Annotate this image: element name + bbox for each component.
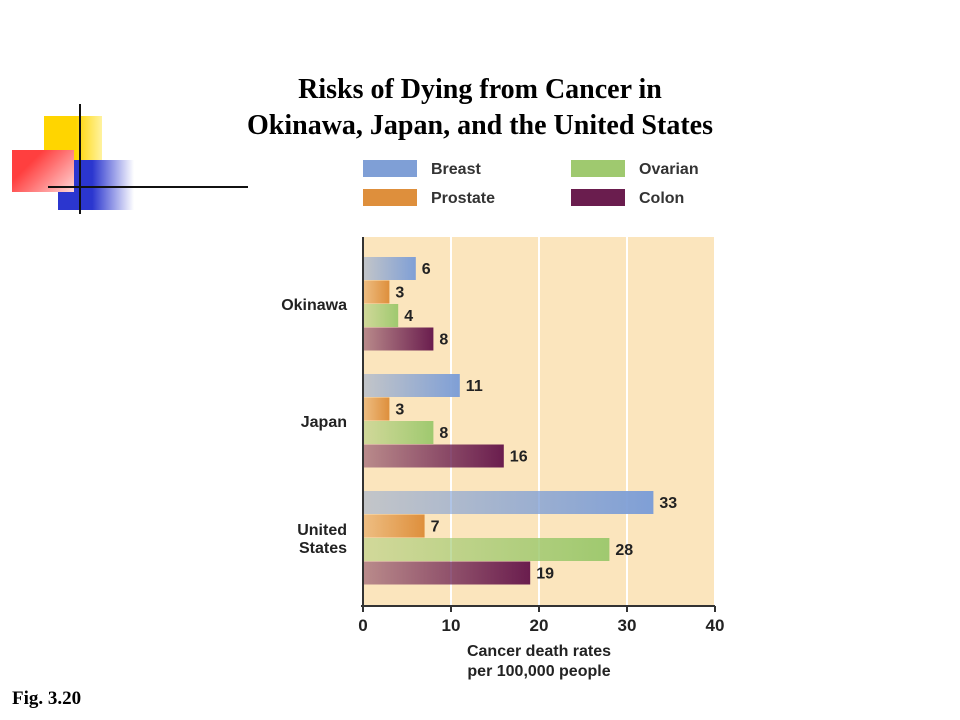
bar-okinawa-prostate bbox=[363, 280, 390, 304]
bar-okinawa-breast bbox=[363, 257, 416, 280]
legend-label-colon: Colon bbox=[639, 190, 684, 207]
category-label-united-states: United States bbox=[297, 522, 347, 557]
bar-japan-ovarian bbox=[363, 421, 434, 444]
legend-label-prostate: Prostate bbox=[431, 190, 495, 207]
x-tick-label-40: 40 bbox=[706, 616, 725, 635]
bar-united-states-colon bbox=[363, 561, 531, 585]
chart-legend: Breast Ovarian Prostate Colon bbox=[363, 160, 699, 207]
x-tick-label-30: 30 bbox=[618, 616, 637, 635]
x-axis: 0 10 20 30 40 bbox=[358, 237, 724, 635]
title-line-2: Okinawa, Japan, and the United States bbox=[247, 110, 713, 141]
legend-label-breast: Breast bbox=[431, 161, 481, 178]
bar-label-united-states-ovarian: 28 bbox=[615, 542, 633, 559]
red-square bbox=[12, 150, 74, 192]
bar-label-okinawa-breast: 6 bbox=[422, 261, 431, 278]
bar-label-japan-ovarian: 8 bbox=[439, 425, 448, 442]
bar-japan-prostate bbox=[363, 397, 390, 421]
legend-swatch-colon bbox=[571, 189, 625, 206]
bar-united-states-breast bbox=[363, 491, 654, 514]
bars bbox=[363, 257, 654, 585]
x-tick-label-0: 0 bbox=[358, 616, 367, 635]
bar-label-japan-prostate: 3 bbox=[395, 402, 404, 419]
corner-decoration bbox=[0, 0, 250, 220]
x-axis-label-line-1: Cancer death rates bbox=[467, 643, 611, 660]
bar-label-okinawa-colon: 8 bbox=[439, 332, 448, 349]
x-tick-label-20: 20 bbox=[530, 616, 549, 635]
legend-swatch-breast bbox=[363, 160, 417, 177]
x-axis-label-line-2: per 100,000 people bbox=[467, 663, 610, 680]
bar-okinawa-ovarian bbox=[363, 304, 399, 327]
bar-label-japan-colon: 16 bbox=[510, 449, 528, 466]
horizontal-rule bbox=[48, 186, 248, 188]
slide-title: Risks of Dying from Cancer in Okinawa, J… bbox=[180, 72, 780, 144]
bar-label-united-states-prostate: 7 bbox=[431, 519, 440, 536]
bar-united-states-ovarian bbox=[363, 538, 610, 561]
vertical-rule bbox=[79, 104, 81, 214]
bar-japan-colon bbox=[363, 444, 504, 468]
title-line-1: Risks of Dying from Cancer in bbox=[298, 74, 662, 105]
legend-swatch-prostate bbox=[363, 189, 417, 206]
category-labels: Okinawa Japan United States bbox=[281, 297, 347, 557]
bar-label-united-states-colon: 19 bbox=[536, 566, 554, 583]
bar-label-okinawa-prostate: 3 bbox=[395, 285, 404, 302]
bar-japan-breast bbox=[363, 374, 460, 397]
bar-label-united-states-breast: 33 bbox=[659, 495, 677, 512]
category-label-japan: Japan bbox=[301, 414, 347, 431]
x-tick-label-10: 10 bbox=[442, 616, 461, 635]
bar-label-japan-breast: 11 bbox=[466, 378, 483, 395]
figure-label: Fig. 3.20 bbox=[12, 688, 82, 709]
legend-label-ovarian: Ovarian bbox=[639, 161, 699, 178]
bar-label-okinawa-ovarian: 4 bbox=[404, 308, 413, 325]
category-label-okinawa: Okinawa bbox=[281, 297, 347, 314]
legend-swatch-ovarian bbox=[571, 160, 625, 177]
bar-united-states-prostate bbox=[363, 514, 425, 538]
bar-okinawa-colon bbox=[363, 327, 434, 351]
